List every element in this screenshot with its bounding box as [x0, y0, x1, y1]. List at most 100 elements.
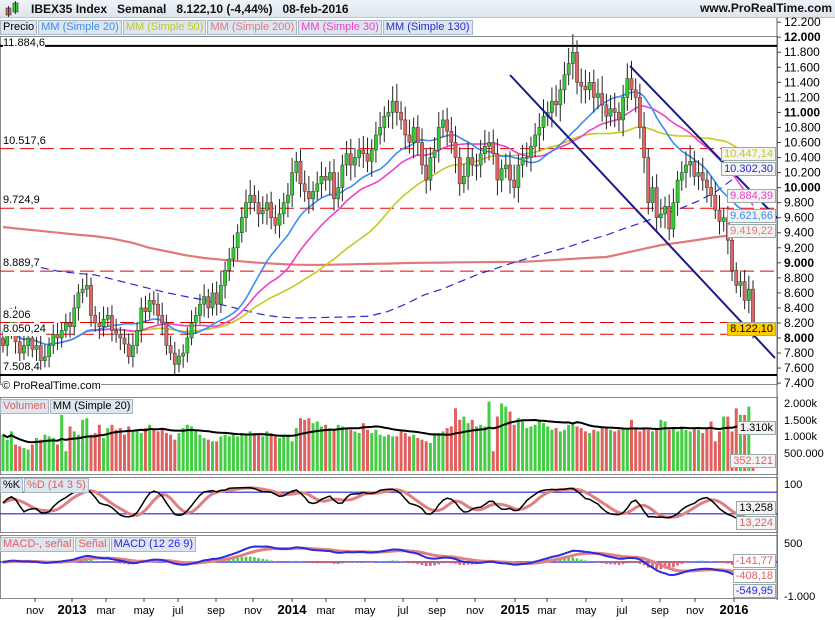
volume-bar — [181, 428, 185, 471]
candle-body — [181, 352, 186, 357]
stoch-k-tag: 13,258 — [736, 501, 776, 515]
candle-body — [168, 345, 173, 354]
stoch_panel-legend-item[interactable]: %K — [0, 478, 24, 493]
candle — [55, 322, 60, 351]
site-link[interactable]: www.ProRealTime.com — [699, 1, 832, 15]
candle — [503, 153, 508, 179]
candle-body — [38, 345, 43, 361]
sma200-line — [2, 225, 754, 267]
macd_panel-legend-item[interactable]: MACD (12 26 9) — [110, 537, 197, 552]
candle — [126, 333, 131, 364]
macd-histogram-bar — [341, 562, 344, 564]
candle — [114, 318, 118, 343]
candle — [596, 78, 600, 110]
macd-tick-label: -1.000 — [781, 590, 819, 604]
legend-item[interactable]: MM (Simple 130) — [382, 20, 473, 35]
volume-bar — [106, 428, 110, 471]
date-label: nov — [466, 605, 484, 617]
candle — [156, 292, 160, 325]
candle — [151, 290, 156, 316]
volume_panel-legend-item[interactable]: MM (Simple 20) — [49, 399, 134, 414]
candle-body — [227, 258, 232, 271]
level-label: 10.517,6 — [3, 134, 46, 148]
candle — [445, 107, 449, 146]
date-label: mar — [317, 605, 336, 617]
candle-body — [223, 270, 227, 286]
volume-bar — [655, 428, 659, 471]
volume_panel-legend-item[interactable]: Volumen — [0, 399, 49, 414]
legend-item[interactable]: MM (Simple 200) — [207, 20, 298, 35]
volume-bar — [726, 416, 730, 471]
candle — [38, 334, 43, 370]
macd-histogram-bar — [634, 562, 637, 563]
volume-bar — [374, 429, 378, 471]
macd-histogram-bar — [688, 561, 692, 562]
volume-bar — [663, 421, 667, 471]
volume-sma-tag: 1.310k — [736, 421, 776, 435]
candle — [361, 136, 366, 168]
legend-item[interactable]: MM (Simple 20) — [38, 20, 122, 35]
candle-body — [621, 97, 625, 121]
candle — [89, 277, 93, 327]
candle-body — [650, 187, 655, 203]
date-label: 2013 — [58, 602, 87, 617]
candle — [688, 145, 693, 178]
volume-bar — [638, 431, 642, 471]
stoch_panel-legend-item[interactable]: %D (14 3 5) — [24, 478, 89, 493]
legend-item[interactable]: Precio — [0, 20, 38, 35]
volume-bar — [395, 436, 399, 471]
legend-item[interactable]: MM (Simple 30) — [298, 20, 382, 35]
candle-body — [114, 330, 118, 335]
macd-histogram-bar — [575, 558, 579, 562]
volume-bar — [47, 436, 51, 471]
volume-bar — [378, 434, 382, 471]
candle-body — [483, 145, 487, 155]
timeframe[interactable]: Semanal — [117, 2, 167, 16]
candle — [348, 138, 353, 181]
macd-histogram-bar — [248, 556, 252, 562]
legend-item[interactable]: MM (Simple 50) — [122, 20, 207, 35]
candle-body — [679, 172, 684, 181]
macd-histogram-bar — [261, 558, 265, 562]
candle-body — [575, 51, 579, 83]
volume-bar — [416, 438, 420, 471]
macd-histogram-bar — [571, 557, 575, 562]
volume-bar — [391, 436, 395, 471]
level-label: 7.508,4 — [3, 360, 40, 374]
volume-bar — [72, 431, 76, 471]
candle-body — [139, 307, 144, 331]
volume-bar — [537, 419, 541, 471]
volume-bar — [227, 436, 231, 471]
candle-body — [89, 285, 93, 316]
candle — [625, 63, 630, 111]
candle-body — [252, 194, 257, 203]
candle — [646, 148, 651, 215]
candle — [541, 99, 546, 141]
macd-histogram-bar — [382, 561, 386, 562]
candle — [336, 172, 341, 208]
price-tag: 10.447,14 — [721, 146, 776, 161]
candle — [223, 261, 227, 299]
candle — [658, 198, 663, 228]
volume-bar — [366, 429, 370, 471]
volume-bar — [684, 429, 688, 471]
candle-body — [734, 270, 739, 286]
volume-bar — [173, 439, 177, 471]
volume-bar — [97, 424, 101, 471]
candle — [642, 111, 646, 174]
candle-body — [746, 288, 751, 301]
volume-bar — [437, 433, 441, 471]
price-tick-label: 8.000 — [784, 331, 814, 345]
price-legend: Precio MM (Simple 20) MM (Simple 50) MM (Si… — [0, 20, 474, 35]
candle-body — [466, 157, 470, 177]
candle-body — [302, 183, 307, 192]
macd-histogram-bar — [119, 562, 122, 564]
macd_panel-legend-item[interactable]: Señal — [75, 537, 110, 552]
candle-body — [214, 292, 219, 305]
candle-body — [713, 194, 718, 211]
candle-body — [151, 300, 156, 305]
volume-tick-label: 2.000k — [781, 397, 821, 411]
candle-body — [219, 285, 223, 305]
macd_panel-legend-item[interactable]: MACD-, señal — [0, 537, 75, 552]
